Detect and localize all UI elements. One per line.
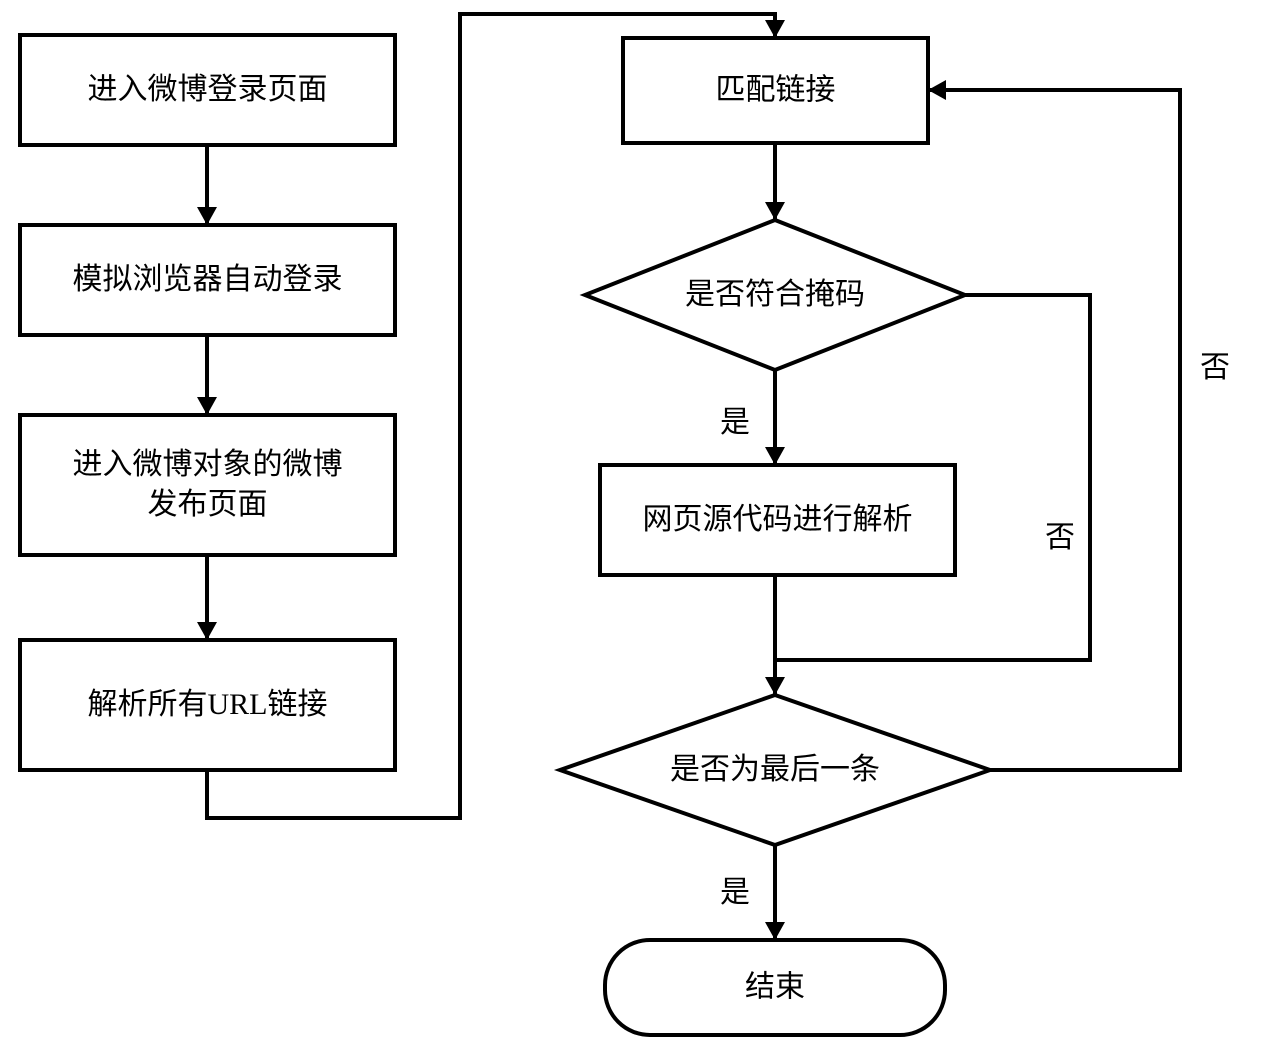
flow-box-label: 发布页面 (148, 488, 268, 521)
edge-label: 否 (1045, 521, 1075, 554)
flow-box-label: 模拟浏览器自动登录 (73, 263, 343, 296)
flow-box-label: 进入微博登录页面 (88, 73, 328, 106)
edge-label: 是 (720, 406, 750, 439)
flow-terminator-label: 结束 (745, 970, 805, 1003)
flow-box (20, 415, 395, 555)
flow-decision-label: 是否符合掩码 (685, 278, 865, 311)
flow-decision-label: 是否为最后一条 (670, 753, 880, 786)
flow-box-label: 进入微博对象的微博 (73, 448, 343, 481)
flow-box-label: 网页源代码进行解析 (643, 503, 913, 536)
edge-label: 是 (720, 876, 750, 909)
flow-box-label: 解析所有URL链接 (88, 688, 328, 721)
flow-box-label: 匹配链接 (716, 73, 836, 106)
edge-label: 否 (1200, 351, 1230, 384)
